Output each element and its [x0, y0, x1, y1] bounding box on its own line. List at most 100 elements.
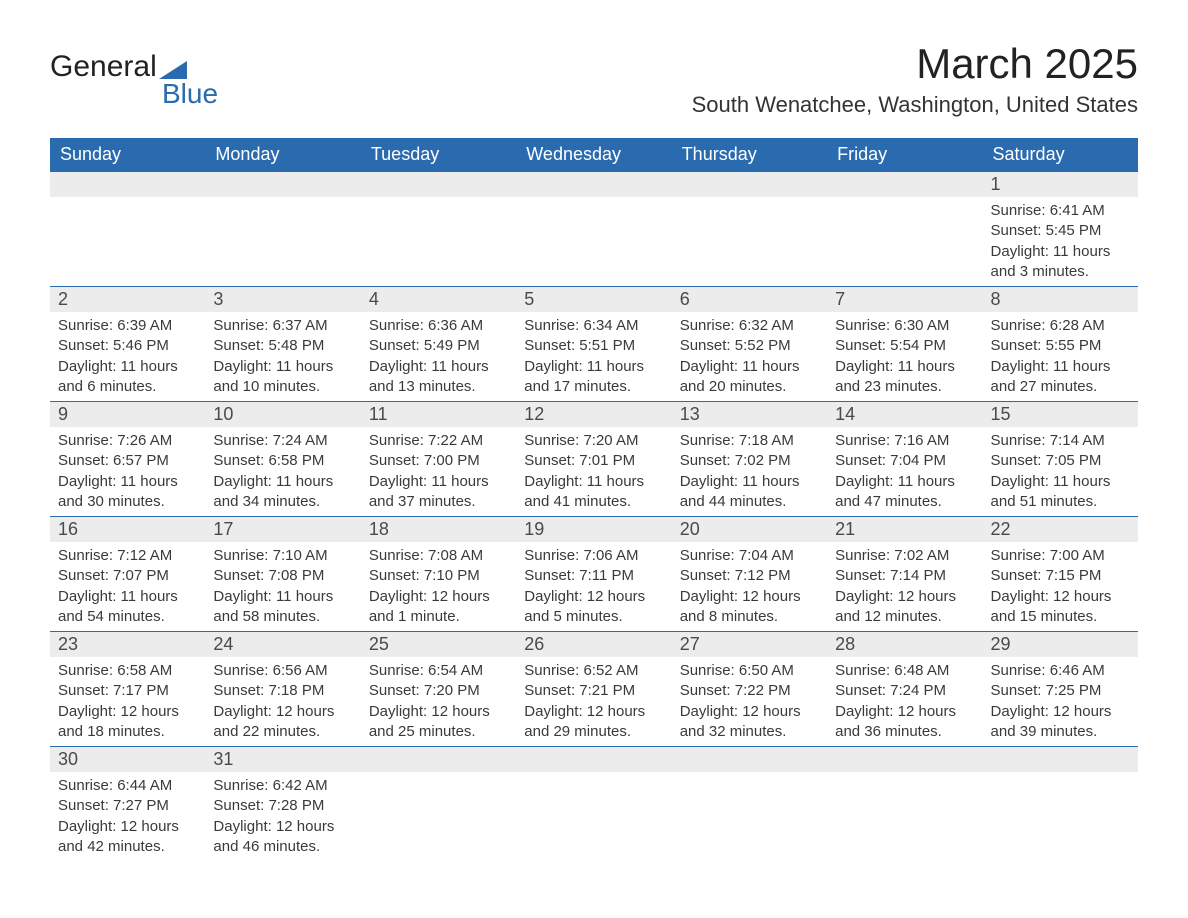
calendar-cell [516, 747, 671, 862]
day-sunset: Sunset: 7:22 PM [680, 681, 819, 701]
calendar-cell: 14Sunrise: 7:16 AMSunset: 7:04 PMDayligh… [827, 402, 982, 517]
logo-text-general: General [50, 50, 157, 84]
day-details: Sunrise: 6:58 AMSunset: 7:17 PMDaylight:… [50, 657, 205, 746]
day-details: Sunrise: 7:26 AMSunset: 6:57 PMDaylight:… [50, 427, 205, 516]
day-daylight1: Daylight: 12 hours [991, 702, 1130, 722]
day-sunrise: Sunrise: 7:22 AM [369, 431, 508, 451]
day-daylight2: and 18 minutes. [58, 722, 197, 742]
calendar-cell: 4Sunrise: 6:36 AMSunset: 5:49 PMDaylight… [361, 287, 516, 402]
calendar-cell: 19Sunrise: 7:06 AMSunset: 7:11 PMDayligh… [516, 517, 671, 632]
day-number: 28 [827, 632, 982, 657]
day-number: 15 [983, 402, 1138, 427]
calendar-cell: 13Sunrise: 7:18 AMSunset: 7:02 PMDayligh… [672, 402, 827, 517]
day-daylight2: and 37 minutes. [369, 492, 508, 512]
day-sunrise: Sunrise: 7:00 AM [991, 546, 1130, 566]
day-sunset: Sunset: 7:07 PM [58, 566, 197, 586]
day-daylight1: Daylight: 11 hours [524, 472, 663, 492]
day-daylight2: and 47 minutes. [835, 492, 974, 512]
day-daylight1: Daylight: 11 hours [524, 357, 663, 377]
day-sunset: Sunset: 7:02 PM [680, 451, 819, 471]
day-sunset: Sunset: 5:52 PM [680, 336, 819, 356]
calendar-table: SundayMondayTuesdayWednesdayThursdayFrid… [50, 138, 1138, 861]
day-daylight1: Daylight: 11 hours [369, 357, 508, 377]
day-daylight2: and 8 minutes. [680, 607, 819, 627]
day-number: 10 [205, 402, 360, 427]
weekday-header: Monday [205, 138, 360, 172]
page-subtitle: South Wenatchee, Washington, United Stat… [692, 92, 1138, 118]
day-number-empty [516, 747, 671, 772]
day-details: Sunrise: 7:16 AMSunset: 7:04 PMDaylight:… [827, 427, 982, 516]
page-title: March 2025 [692, 40, 1138, 88]
day-details: Sunrise: 7:14 AMSunset: 7:05 PMDaylight:… [983, 427, 1138, 516]
day-daylight1: Daylight: 12 hours [369, 702, 508, 722]
day-sunset: Sunset: 7:25 PM [991, 681, 1130, 701]
day-daylight2: and 10 minutes. [213, 377, 352, 397]
day-daylight2: and 42 minutes. [58, 837, 197, 857]
day-details: Sunrise: 7:20 AMSunset: 7:01 PMDaylight:… [516, 427, 671, 516]
day-sunset: Sunset: 7:24 PM [835, 681, 974, 701]
day-daylight2: and 41 minutes. [524, 492, 663, 512]
calendar-cell: 27Sunrise: 6:50 AMSunset: 7:22 PMDayligh… [672, 632, 827, 747]
day-sunrise: Sunrise: 7:20 AM [524, 431, 663, 451]
day-number: 12 [516, 402, 671, 427]
calendar-cell: 15Sunrise: 7:14 AMSunset: 7:05 PMDayligh… [983, 402, 1138, 517]
day-number: 16 [50, 517, 205, 542]
day-sunset: Sunset: 7:27 PM [58, 796, 197, 816]
calendar-cell [672, 747, 827, 862]
header: General Blue March 2025 South Wenatchee,… [50, 40, 1138, 118]
calendar-cell: 20Sunrise: 7:04 AMSunset: 7:12 PMDayligh… [672, 517, 827, 632]
day-details: Sunrise: 6:56 AMSunset: 7:18 PMDaylight:… [205, 657, 360, 746]
day-sunset: Sunset: 6:57 PM [58, 451, 197, 471]
day-details: Sunrise: 6:41 AMSunset: 5:45 PMDaylight:… [983, 197, 1138, 286]
day-sunset: Sunset: 7:15 PM [991, 566, 1130, 586]
day-daylight2: and 29 minutes. [524, 722, 663, 742]
day-details: Sunrise: 6:39 AMSunset: 5:46 PMDaylight:… [50, 312, 205, 401]
day-number: 17 [205, 517, 360, 542]
day-sunset: Sunset: 5:51 PM [524, 336, 663, 356]
day-sunset: Sunset: 7:28 PM [213, 796, 352, 816]
day-sunrise: Sunrise: 6:58 AM [58, 661, 197, 681]
day-number: 3 [205, 287, 360, 312]
day-daylight1: Daylight: 11 hours [991, 357, 1130, 377]
day-daylight2: and 17 minutes. [524, 377, 663, 397]
logo: General Blue [50, 40, 218, 110]
day-daylight1: Daylight: 11 hours [213, 357, 352, 377]
calendar-cell: 30Sunrise: 6:44 AMSunset: 7:27 PMDayligh… [50, 747, 205, 862]
day-sunset: Sunset: 6:58 PM [213, 451, 352, 471]
day-daylight2: and 32 minutes. [680, 722, 819, 742]
day-number: 6 [672, 287, 827, 312]
day-sunset: Sunset: 7:10 PM [369, 566, 508, 586]
day-daylight1: Daylight: 11 hours [213, 472, 352, 492]
day-number: 23 [50, 632, 205, 657]
calendar-week-row: 2Sunrise: 6:39 AMSunset: 5:46 PMDaylight… [50, 287, 1138, 402]
day-daylight1: Daylight: 12 hours [213, 817, 352, 837]
day-details: Sunrise: 7:24 AMSunset: 6:58 PMDaylight:… [205, 427, 360, 516]
calendar-cell: 24Sunrise: 6:56 AMSunset: 7:18 PMDayligh… [205, 632, 360, 747]
day-sunset: Sunset: 7:14 PM [835, 566, 974, 586]
calendar-cell [50, 172, 205, 287]
day-sunrise: Sunrise: 6:42 AM [213, 776, 352, 796]
day-daylight2: and 1 minute. [369, 607, 508, 627]
day-sunrise: Sunrise: 6:46 AM [991, 661, 1130, 681]
day-daylight2: and 39 minutes. [991, 722, 1130, 742]
calendar-cell: 26Sunrise: 6:52 AMSunset: 7:21 PMDayligh… [516, 632, 671, 747]
day-number-empty [50, 172, 205, 197]
day-number: 4 [361, 287, 516, 312]
calendar-cell: 1Sunrise: 6:41 AMSunset: 5:45 PMDaylight… [983, 172, 1138, 287]
calendar-cell: 31Sunrise: 6:42 AMSunset: 7:28 PMDayligh… [205, 747, 360, 862]
day-details: Sunrise: 7:12 AMSunset: 7:07 PMDaylight:… [50, 542, 205, 631]
day-daylight1: Daylight: 11 hours [369, 472, 508, 492]
day-sunrise: Sunrise: 6:39 AM [58, 316, 197, 336]
day-details: Sunrise: 6:42 AMSunset: 7:28 PMDaylight:… [205, 772, 360, 861]
day-number: 30 [50, 747, 205, 772]
day-number: 21 [827, 517, 982, 542]
day-daylight2: and 23 minutes. [835, 377, 974, 397]
day-details: Sunrise: 6:30 AMSunset: 5:54 PMDaylight:… [827, 312, 982, 401]
day-sunrise: Sunrise: 6:41 AM [991, 201, 1130, 221]
day-number: 24 [205, 632, 360, 657]
day-number-empty [672, 747, 827, 772]
calendar-cell: 5Sunrise: 6:34 AMSunset: 5:51 PMDaylight… [516, 287, 671, 402]
day-details: Sunrise: 6:52 AMSunset: 7:21 PMDaylight:… [516, 657, 671, 746]
day-details: Sunrise: 6:54 AMSunset: 7:20 PMDaylight:… [361, 657, 516, 746]
calendar-cell: 11Sunrise: 7:22 AMSunset: 7:00 PMDayligh… [361, 402, 516, 517]
